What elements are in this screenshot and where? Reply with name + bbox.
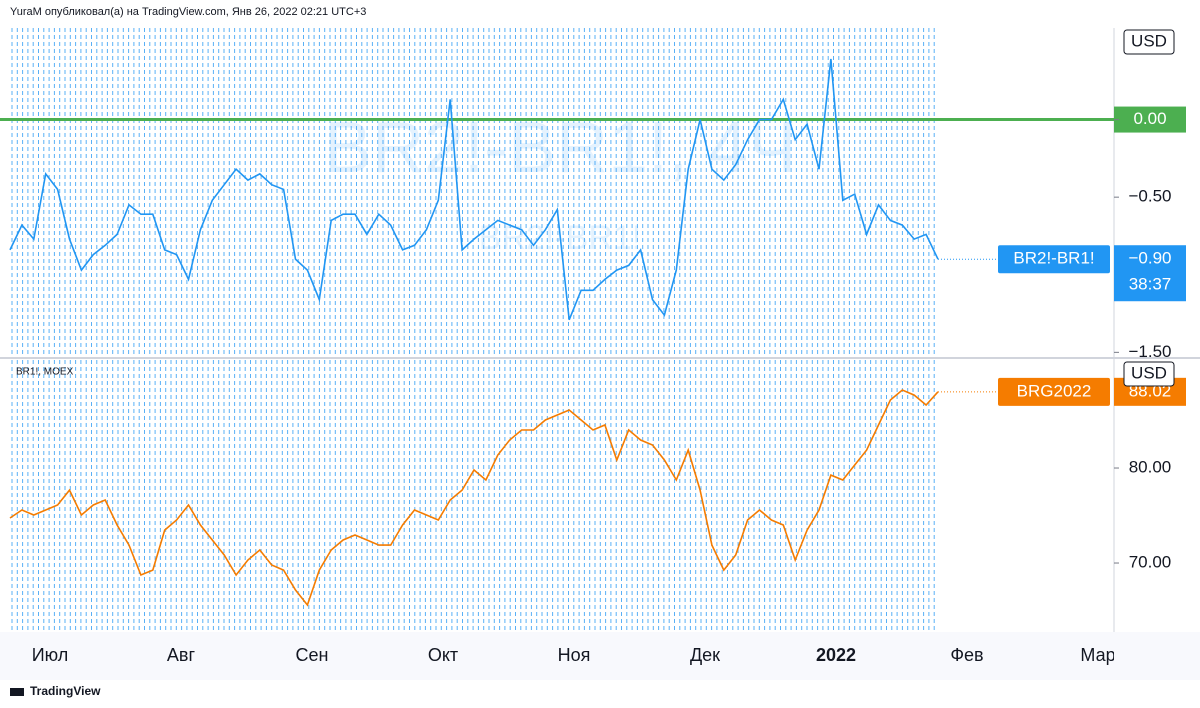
logo-mark	[10, 688, 24, 696]
x-tick-label: Июл	[32, 645, 69, 665]
x-tick-label: Дек	[690, 645, 720, 665]
currency: USD	[1131, 31, 1167, 50]
footer: TradingView	[30, 684, 101, 698]
x-tick-label: Ноя	[558, 645, 591, 665]
dashed-verticals	[11, 28, 935, 357]
series-name: BR2!-BR1!	[1013, 249, 1094, 268]
time-axis-bg	[0, 632, 1200, 680]
pane-label: BR1!, MOEX	[16, 367, 74, 378]
currency-box	[1123, 361, 1175, 387]
y-tick-label: 0.00	[1133, 109, 1166, 128]
dashed-verticals	[11, 360, 935, 632]
x-tick-label: 2022	[816, 645, 856, 665]
x-tick-label: Окт	[428, 645, 458, 665]
series-name: BRG2022	[1017, 381, 1092, 400]
series-line	[9, 58, 939, 321]
name-box	[998, 245, 1110, 274]
y-tick-label: 80.00	[1129, 458, 1172, 477]
price-box	[1114, 245, 1186, 302]
name-box	[998, 377, 1110, 406]
series-line	[9, 389, 939, 607]
x-tick-label: Фев	[950, 645, 983, 665]
header: YuraM опубликовал(а) на TradingView.com,…	[10, 6, 366, 18]
y-tick-label: −1.50	[1128, 342, 1171, 361]
footer-logo: TradingView	[10, 684, 101, 698]
x-tick-label: Авг	[167, 645, 196, 665]
last-value-label: −0.90	[1128, 249, 1171, 268]
x-tick-label: Мар	[1080, 645, 1115, 665]
time-axis: Июл Авг Сен Окт Ноя Дек 2022 Фев Мар	[32, 645, 1115, 665]
currency-box	[1123, 29, 1175, 55]
y-tick-label: 70.00	[1129, 553, 1172, 572]
countdown: 38:37	[1129, 275, 1172, 294]
price-box	[1114, 106, 1186, 133]
currency: USD	[1131, 363, 1167, 382]
y-tick-label: −0.50	[1128, 187, 1171, 206]
x-tick-label: Сен	[296, 645, 329, 665]
